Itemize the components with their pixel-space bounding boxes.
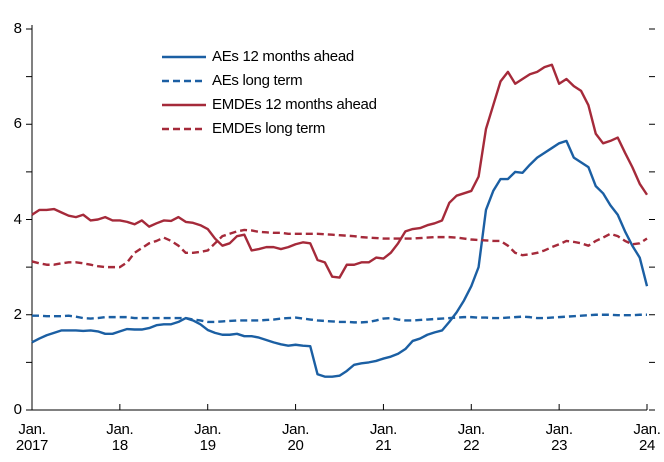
legend-swatch (162, 103, 206, 107)
x-tick-label: Jan. 21 (369, 421, 397, 454)
x-tick-label: Jan. 23 (545, 421, 573, 454)
data-line (31, 228, 648, 269)
x-tick-label: Jan. 24 (633, 421, 661, 454)
y-tick-label: 2 (13, 305, 22, 323)
y-tick-label: 0 (13, 401, 22, 418)
legend-swatch (162, 55, 206, 59)
x-tick-label: Jan. 19 (194, 421, 222, 454)
legend-entry: AEs 12 months ahead (162, 45, 377, 69)
y-tick-label: 4 (13, 210, 22, 228)
x-tick-label: Jan. 18 (106, 421, 134, 454)
legend-entry: EMDEs 12 months ahead (162, 93, 377, 117)
legend-entry: EMDEs long term (162, 117, 377, 141)
x-tick-label: Jan. 20 (281, 421, 310, 454)
legend-entry: AEs long term (162, 69, 377, 93)
x-tick-label: Jan. 2017 (15, 421, 49, 454)
legend-label: EMDEs 12 months ahead (212, 96, 377, 113)
legend-label: EMDEs long term (212, 120, 326, 137)
y-tick-label: 6 (13, 115, 22, 133)
x-tick-label: Jan. 22 (457, 421, 485, 454)
legend-swatch (162, 127, 206, 131)
legend-label: AEs 12 months ahead (212, 48, 354, 65)
y-tick-label: 8 (13, 20, 22, 37)
legend-label: AEs long term (212, 72, 303, 89)
legend-swatch (162, 79, 206, 83)
data-line (31, 139, 649, 378)
legend: AEs 12 months ahead AEs long term EMDEs 12… (162, 45, 377, 141)
data-line (31, 63, 648, 279)
data-line (32, 313, 647, 324)
